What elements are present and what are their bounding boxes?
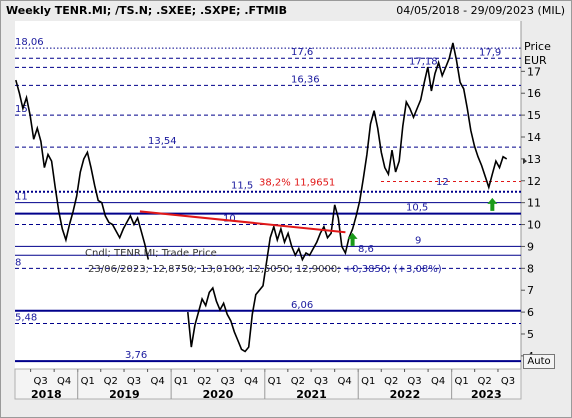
level-label: 13,54 xyxy=(148,136,177,147)
level-label: 3,76 xyxy=(125,350,147,361)
x-year-label: 2023 xyxy=(471,388,502,401)
x-quarter-label: Q1 xyxy=(361,376,375,387)
level-label: 5,48 xyxy=(15,312,37,323)
x-quarter-label: Q2 xyxy=(197,376,211,387)
y-tick-label: 11 xyxy=(527,197,541,210)
y-tick-label: 8 xyxy=(527,262,534,275)
x-quarter-label: Q4 xyxy=(338,376,352,387)
level-label: 8,6 xyxy=(358,244,374,255)
y-tick-label: 7 xyxy=(527,284,534,297)
level-label: 16,36 xyxy=(291,74,320,85)
date-range: 04/05/2018 - 29/09/2023 (MIL) xyxy=(396,4,565,17)
x-quarter-label: Q3 xyxy=(407,376,421,387)
level-label: 10,5 xyxy=(406,203,428,214)
y-tick-label: 17 xyxy=(527,65,541,78)
y-axis-title: Price xyxy=(524,40,551,53)
level-label: 8 xyxy=(15,257,21,268)
level-label: 12 xyxy=(436,177,449,188)
x-quarter-label: Q2 xyxy=(291,376,305,387)
x-quarter-label: Q3 xyxy=(221,376,235,387)
plot-area xyxy=(15,21,521,369)
level-label: 15 xyxy=(15,104,28,115)
x-quarter-label: Q1 xyxy=(81,376,95,387)
level-label: 17,6 xyxy=(291,47,313,58)
y-tick-label: 12 xyxy=(527,175,541,188)
x-quarter-label: Q2 xyxy=(104,376,118,387)
x-quarter-label: Q2 xyxy=(478,376,492,387)
x-quarter-label: Q3 xyxy=(314,376,328,387)
level-label: 18,06 xyxy=(15,37,44,48)
chart-title: Weekly TENR.MI; /TS.N; .SXEE; .SXPE; .FT… xyxy=(6,4,287,17)
y-tick-label: 5 xyxy=(527,328,534,341)
y-tick-label: 9 xyxy=(527,240,534,253)
level-label: 6,06 xyxy=(291,300,313,311)
y-tick-label: 13 xyxy=(527,153,541,166)
auto-scale-button[interactable]: Auto xyxy=(523,354,555,369)
level-label: 17,18 xyxy=(409,56,438,67)
y-tick-label: 16 xyxy=(527,87,541,100)
x-year-label: 2020 xyxy=(203,388,234,401)
x-quarter-label: Q4 xyxy=(57,376,71,387)
y-tick-label: 10 xyxy=(527,219,541,232)
level-label: 9 xyxy=(415,235,421,246)
x-quarter-label: Q2 xyxy=(384,376,398,387)
tooltip-values: 23/06/2023; 12,8750; 13,0100; 12,5050; 1… xyxy=(88,264,344,275)
x-quarter-label: Q4 xyxy=(431,376,445,387)
tooltip-line-2: 23/06/2023; 12,8750; 13,0100; 12,5050; 1… xyxy=(88,264,442,275)
level-label: 17,9 xyxy=(479,48,501,59)
x-year-label: 2018 xyxy=(31,388,62,401)
x-quarter-label: Q1 xyxy=(268,376,282,387)
x-quarter-label: Q1 xyxy=(174,376,188,387)
x-quarter-label: Q3 xyxy=(501,376,515,387)
x-quarter-label: Q3 xyxy=(127,376,141,387)
x-year-label: 2019 xyxy=(109,388,140,401)
level-label: 11,5 xyxy=(231,181,253,192)
x-year-label: 2021 xyxy=(296,388,327,401)
y-tick-label: 6 xyxy=(527,306,534,319)
y-tick-label: 14 xyxy=(527,131,541,144)
x-quarter-label: Q4 xyxy=(244,376,258,387)
x-quarter-label: Q3 xyxy=(33,376,47,387)
fibonacci-label: 38,2% 11,9651 xyxy=(259,178,335,189)
tooltip-line-1: Cndl; TENR.MI; Trade Price xyxy=(85,248,217,259)
x-quarter-label: Q1 xyxy=(455,376,469,387)
y-tick-label: 15 xyxy=(527,109,541,122)
level-label: 11 xyxy=(15,192,28,203)
tooltip-change: +0,3850; (+3,08%) xyxy=(344,264,442,275)
x-year-label: 2022 xyxy=(390,388,421,401)
x-quarter-label: Q4 xyxy=(150,376,164,387)
